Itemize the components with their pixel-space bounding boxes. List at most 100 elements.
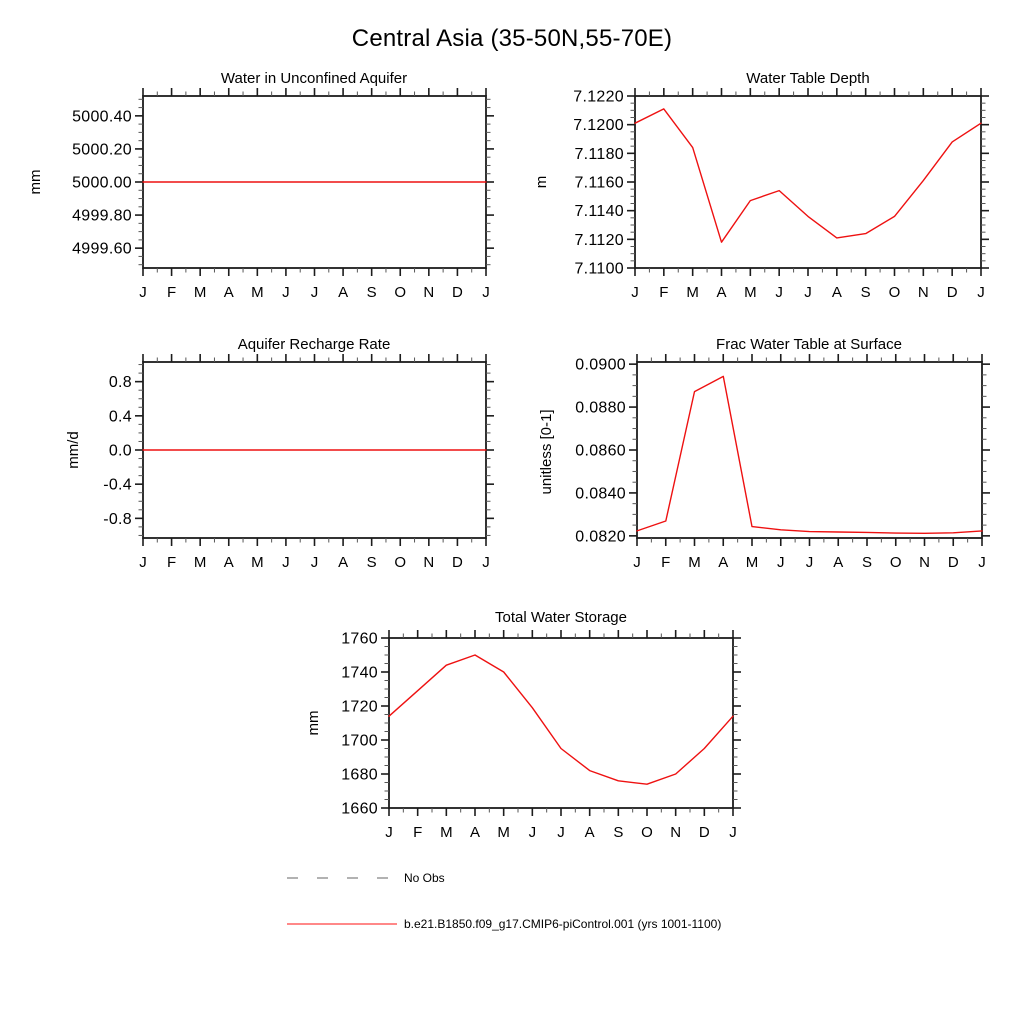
month-label: D (452, 284, 463, 301)
month-label: O (394, 284, 406, 301)
y-tick-label: 1740 (341, 665, 378, 682)
month-label: F (659, 284, 668, 301)
axes: J F M A M J J A S O N D J-0.8-0.40.00.40.8 (103, 354, 494, 571)
y-tick-label: 1680 (341, 767, 378, 784)
y-tick-label: 0.0860 (575, 443, 626, 460)
y-axis-unit-label: mm (27, 170, 44, 195)
panel-title: Water Table Depth (746, 70, 869, 87)
month-label: J (775, 284, 783, 301)
month-label: S (862, 554, 872, 571)
month-label: A (832, 284, 842, 301)
plot-frame (634, 95, 982, 269)
month-label: F (167, 284, 176, 301)
month-label: A (718, 554, 728, 571)
month-label: A (338, 284, 348, 301)
y-tick-label: -0.8 (103, 511, 132, 528)
month-label: O (394, 554, 406, 571)
month-label: A (833, 554, 843, 571)
panel-water-table-depth: Water Table Depth m J F M A M J J A S O N D J7.11007… (533, 70, 989, 301)
legend: No Obs b.e21.B1850.f09_g17.CMIP6-piContr… (287, 871, 721, 931)
y-tick-label: 1760 (341, 631, 378, 648)
y-tick-label: 7.1140 (574, 203, 624, 220)
month-label: J (482, 554, 490, 571)
axes: J F M A M J J A S O N D J7.11007.11207.11407.11607.1… (573, 88, 989, 301)
month-label: J (529, 824, 537, 841)
month-label: D (452, 554, 463, 571)
month-label: F (661, 554, 670, 571)
panel-frac-water-table-at-surface: Frac Water Table at Surface unitless [0-… (538, 336, 990, 571)
y-tick-label: 0.0880 (575, 400, 626, 417)
month-label: M (440, 824, 453, 841)
y-tick-label: 0.0840 (575, 485, 626, 502)
y-tick-label: 7.1160 (574, 175, 624, 192)
month-label: M (251, 284, 264, 301)
month-label: N (423, 284, 434, 301)
y-axis-unit-label: unitless [0-1] (538, 409, 555, 494)
month-label: J (557, 824, 565, 841)
y-axis-unit-label: m (533, 176, 550, 189)
month-label: N (918, 284, 929, 301)
model-run-label: b.e21.B1850.f09_g17.CMIP6-piControl.001 … (404, 917, 721, 931)
month-label: A (338, 554, 348, 571)
month-label: J (631, 284, 639, 301)
series-line (634, 108, 982, 243)
y-tick-label: 0.0 (109, 443, 132, 460)
series-line (388, 654, 734, 785)
month-label: M (194, 284, 207, 301)
panel-title: Total Water Storage (495, 609, 627, 626)
month-label: J (311, 554, 319, 571)
month-label: S (613, 824, 623, 841)
y-axis-unit-label: mm/d (65, 431, 82, 469)
month-label: J (482, 284, 490, 301)
y-tick-label: 0.0900 (575, 357, 626, 374)
month-label: S (367, 284, 377, 301)
panel-title: Aquifer Recharge Rate (238, 336, 391, 353)
month-label: O (890, 554, 902, 571)
month-label: M (744, 284, 757, 301)
panel-title: Water in Unconfined Aquifer (221, 70, 407, 87)
month-label: J (977, 284, 985, 301)
y-tick-label: 0.8 (109, 374, 132, 391)
month-label: A (470, 824, 480, 841)
month-label: J (385, 824, 393, 841)
month-label: J (311, 284, 319, 301)
y-axis-unit-label: mm (305, 711, 322, 736)
month-label: S (861, 284, 871, 301)
y-tick-label: 7.1180 (574, 146, 624, 163)
month-label: F (167, 554, 176, 571)
month-label: J (804, 284, 812, 301)
month-label: A (224, 284, 234, 301)
y-tick-label: 7.1220 (573, 89, 624, 106)
axes: J F M A M J J A S O N D J4999.604999.805000.005000.2… (72, 88, 494, 301)
y-tick-label: 5000.40 (72, 108, 132, 125)
month-label: M (251, 554, 264, 571)
month-label: O (641, 824, 653, 841)
y-tick-label: 5000.20 (72, 141, 132, 158)
y-tick-label: 7.1120 (574, 232, 624, 249)
y-tick-label: -0.4 (103, 477, 132, 494)
month-label: N (423, 554, 434, 571)
y-tick-label: 1700 (341, 733, 378, 750)
month-label: A (224, 554, 234, 571)
panel-title: Frac Water Table at Surface (716, 336, 902, 353)
month-label: O (889, 284, 901, 301)
month-label: A (716, 284, 726, 301)
month-label: S (367, 554, 377, 571)
month-label: J (282, 554, 290, 571)
panel-total-water-storage: Total Water Storage mm J F M A M J J A S O N D J1660… (305, 609, 741, 841)
y-tick-label: 1720 (341, 699, 378, 716)
axes: J F M A M J J A S O N D J0.08200.08400.08600.08800.0… (575, 354, 990, 571)
y-tick-label: 4999.80 (72, 208, 132, 225)
month-label: D (947, 284, 958, 301)
month-label: F (413, 824, 422, 841)
series-line (636, 375, 983, 534)
figure-title: Central Asia (35-50N,55-70E) (351, 25, 673, 52)
y-tick-label: 0.4 (109, 408, 132, 425)
month-label: M (688, 554, 701, 571)
month-label: J (282, 284, 290, 301)
